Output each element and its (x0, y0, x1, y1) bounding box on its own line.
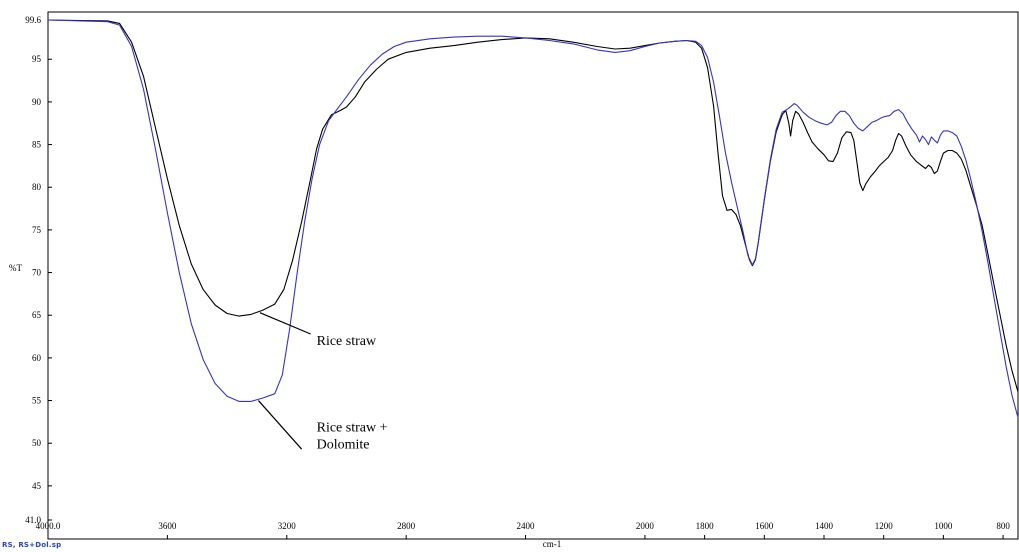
annotation-rice-straw: Rice straw (317, 334, 377, 349)
plot-frame (47, 11, 1019, 540)
x-tick-label: 4000.0 (36, 521, 61, 531)
annotation-pointer-line (259, 312, 311, 335)
y-tick-label: 45 (32, 481, 42, 491)
series-line-rice-straw-dolomite (47, 19, 1019, 418)
series-group (47, 19, 1019, 418)
y-tick-label: 99.6 (25, 15, 41, 25)
x-tick-label: 1000 (934, 521, 953, 531)
x-tick-label: 1800 (696, 521, 715, 531)
file-name-label: RS, RS+Dol.sp (2, 541, 62, 549)
annotation-rice-straw-dolomite: Dolomite (317, 437, 370, 452)
x-tick-label: 800 (996, 521, 1010, 531)
x-tick-label: 2400 (517, 521, 536, 531)
y-tick-label: 41.0 (25, 515, 41, 525)
y-tick-label: 75 (32, 225, 42, 235)
x-axis-title: cm-1 (543, 539, 562, 549)
annotations: Rice straw Rice straw + Dolomite (257, 312, 388, 452)
annotation-rice-straw-dolomite: Rice straw + (317, 420, 388, 435)
y-tick-label: 50 (32, 438, 42, 448)
y-axis-title: %T (9, 263, 22, 273)
x-tick-label: 1400 (815, 521, 834, 531)
y-tick-label: 95 (32, 54, 42, 64)
y-tick-label: 80 (32, 182, 42, 192)
y-tick-label: 60 (32, 353, 42, 363)
y-tick-label: 55 (32, 396, 42, 406)
x-tick-label: 3200 (278, 521, 297, 531)
x-tick-label: 2000 (636, 521, 655, 531)
annotation-pointer-line (257, 400, 303, 450)
x-axis-ticks: 4000.0 3600 3200 2800 2400 2000 1800 1600 1400 12… (36, 521, 1010, 539)
y-tick-label: 90 (32, 97, 42, 107)
x-tick-label: 2800 (397, 521, 416, 531)
series-line-rice-straw (47, 19, 1019, 393)
y-tick-label: 65 (32, 310, 42, 320)
x-tick-label: 1600 (755, 521, 774, 531)
y-tick-label: 85 (32, 140, 42, 150)
y-axis-ticks: 99.6 95 90 85 80 75 70 65 60 55 50 45 41.0 (25, 15, 52, 525)
x-tick-label: 1200 (875, 521, 894, 531)
y-tick-label: 70 (32, 268, 42, 278)
x-tick-label: 3600 (158, 521, 177, 531)
